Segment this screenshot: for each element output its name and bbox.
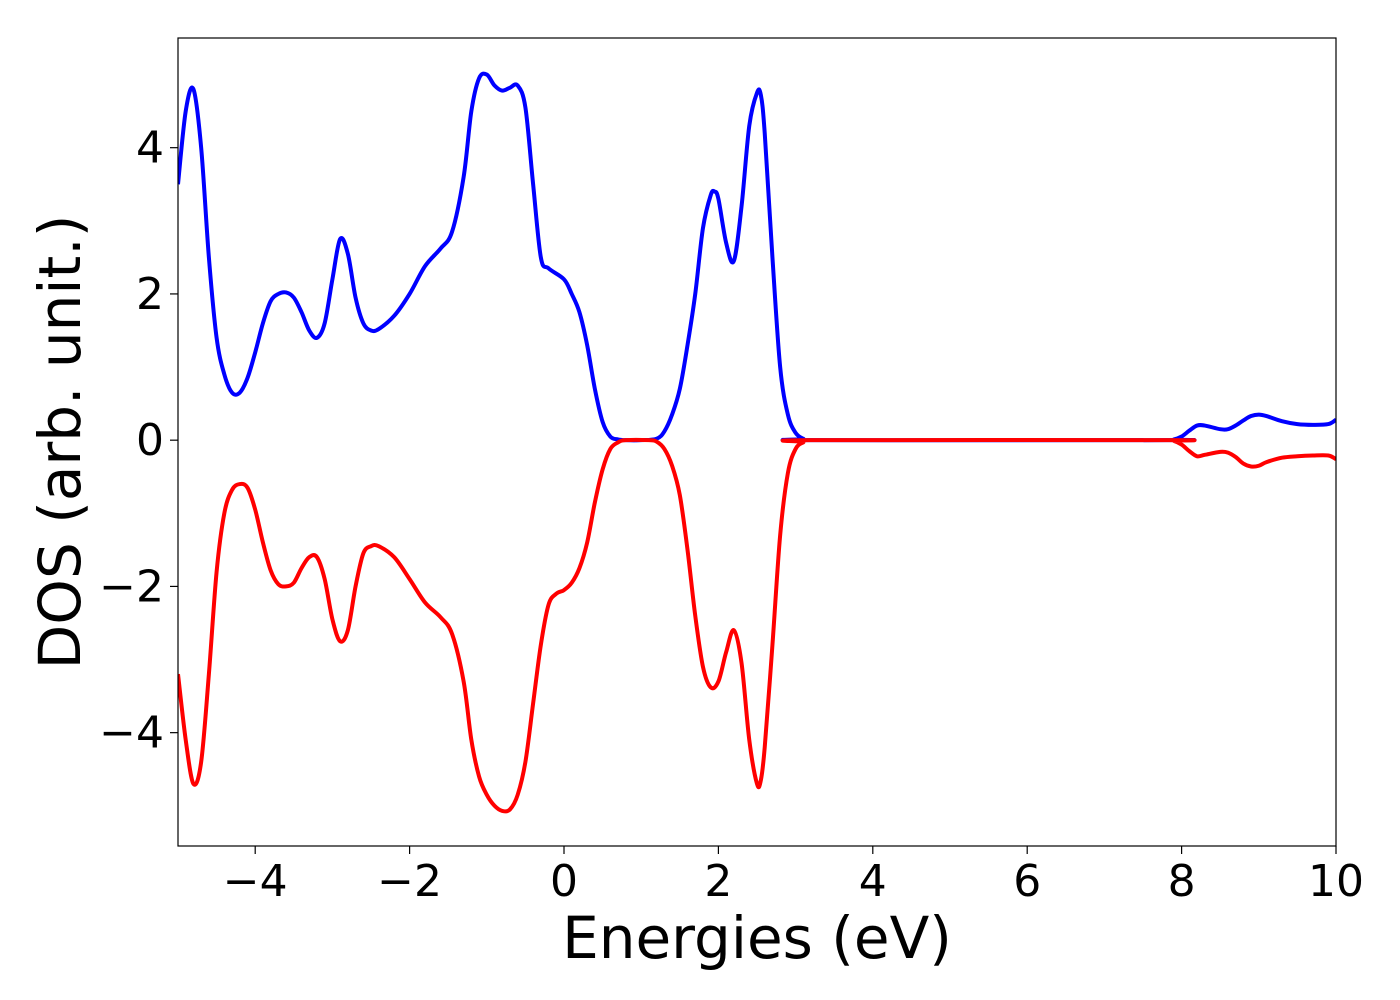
x-tick-label: 0 (550, 856, 578, 907)
plot-frame (177, 37, 1337, 847)
x-tick-label: 2 (704, 856, 732, 907)
plot-area (177, 37, 1337, 847)
x-tick-label: 6 (1013, 856, 1041, 907)
x-tick-label: 4 (859, 856, 887, 907)
y-tick-label: −2 (99, 561, 164, 612)
x-tick-label: −4 (223, 856, 288, 907)
x-tick-label: 10 (1308, 856, 1364, 907)
y-tick-label: 0 (136, 415, 164, 466)
y-axis-ticks: −4 −2 0 2 4 (99, 123, 178, 759)
y-tick-label: −4 (99, 708, 164, 759)
x-tick-label: 8 (1168, 856, 1196, 907)
dos-series-line-positive (178, 71, 1336, 443)
x-axis-ticks: −4 −2 0 2 4 6 8 10 (223, 846, 1364, 907)
x-axis-label: Energies (eV) (562, 904, 952, 972)
series-layer (178, 71, 1336, 814)
dos-series-line-negative (178, 437, 1336, 814)
y-tick-label: 2 (136, 269, 164, 320)
x-tick-label: −2 (377, 856, 442, 907)
y-tick-label: 4 (136, 123, 164, 174)
y-axis-label: DOS (arb. unit.) (26, 215, 94, 670)
